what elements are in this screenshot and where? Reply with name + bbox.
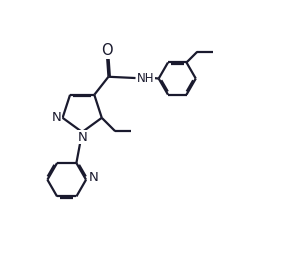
Text: NH: NH — [137, 71, 154, 84]
Text: N: N — [88, 171, 98, 184]
Text: N: N — [77, 131, 87, 144]
Text: O: O — [101, 43, 113, 58]
Text: N: N — [52, 111, 62, 124]
